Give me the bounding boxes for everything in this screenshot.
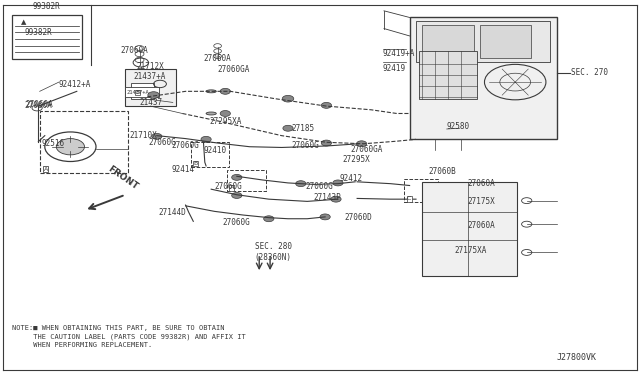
Text: J27800VK: J27800VK [557,353,596,362]
Text: ▲: ▲ [21,19,26,25]
Bar [404,179,438,202]
Text: A: A [230,185,234,190]
Text: 92516: 92516 [42,139,65,148]
Text: A: A [44,167,48,172]
Text: 27175X: 27175X [467,197,495,206]
Text: 27295XA: 27295XA [210,117,243,126]
Text: SEC. 270: SEC. 270 [571,68,608,77]
Ellipse shape [206,90,216,93]
Text: 92414: 92414 [172,165,195,174]
Text: 27060A: 27060A [204,54,231,63]
Text: 27295X: 27295X [342,155,370,164]
Text: 27144D: 27144D [159,208,186,217]
Text: 27060A: 27060A [467,221,495,230]
Text: 27060GA: 27060GA [218,65,250,74]
Text: 27060A: 27060A [120,46,148,55]
Bar [12,15,82,59]
Text: 92580: 92580 [447,122,470,131]
Text: 27060G: 27060G [306,182,333,191]
Bar [125,87,159,97]
Text: 27060D: 27060D [344,213,372,222]
Text: 21437: 21437 [140,98,163,107]
Bar [227,170,266,191]
Text: 27060B: 27060B [429,167,456,176]
Text: 92412+A: 92412+A [59,80,92,89]
Text: 92419: 92419 [383,64,406,73]
Text: B: B [193,161,198,166]
Text: 27060G: 27060G [148,138,176,147]
Text: 27185: 27185 [291,125,314,134]
Circle shape [264,216,274,222]
Bar [422,25,474,58]
Text: 92412: 92412 [339,174,362,183]
Text: 21437+A: 21437+A [127,90,150,94]
Text: 27060G: 27060G [291,141,319,151]
Circle shape [321,140,332,146]
Circle shape [56,139,84,155]
Bar [422,182,517,276]
Text: 27060A: 27060A [467,179,495,188]
Text: NOTE:■ WHEN OBTAINING THIS PART, BE SURE TO OBTAIN
     THE CAUTION LABEL (PARTS: NOTE:■ WHEN OBTAINING THIS PART, BE SURE… [12,325,245,348]
Text: 99382R: 99382R [24,28,52,37]
Circle shape [232,193,242,198]
Text: FRONT: FRONT [106,164,139,192]
Text: SEC. 280
(28360N): SEC. 280 (28360N) [255,242,292,262]
Circle shape [283,125,293,131]
Circle shape [296,181,306,187]
Bar [419,51,477,99]
Bar [480,25,531,58]
Circle shape [320,214,330,220]
Text: 21437+A: 21437+A [133,72,166,81]
Text: 27060GA: 27060GA [351,145,383,154]
Text: 27060G: 27060G [214,182,242,191]
Circle shape [220,110,230,116]
Text: 27060G: 27060G [223,218,250,227]
Ellipse shape [206,112,216,115]
Text: 27175XA: 27175XA [454,246,487,255]
Text: 27143P: 27143P [314,193,341,202]
Circle shape [232,174,242,180]
Text: 92410: 92410 [204,146,227,155]
Text: 27060G: 27060G [172,141,199,151]
Circle shape [148,92,159,98]
Circle shape [282,95,294,102]
Text: 99382R: 99382R [33,2,61,11]
Circle shape [331,196,341,202]
Circle shape [333,180,343,186]
Circle shape [356,141,367,147]
Text: 21710X: 21710X [129,131,157,140]
Text: 21712X: 21712X [136,62,164,71]
Circle shape [220,89,230,94]
Text: 92419+A: 92419+A [383,49,415,58]
Bar [131,83,154,99]
Bar [125,69,176,106]
Text: C: C [407,196,412,201]
Bar [40,111,128,173]
Text: 27060A: 27060A [24,101,52,110]
Circle shape [321,102,332,108]
Circle shape [201,137,211,142]
Bar [191,142,229,167]
Text: B: B [135,90,140,95]
Circle shape [152,134,162,140]
Bar [410,17,557,140]
Bar [416,21,550,62]
Text: 27060A: 27060A [26,100,53,109]
